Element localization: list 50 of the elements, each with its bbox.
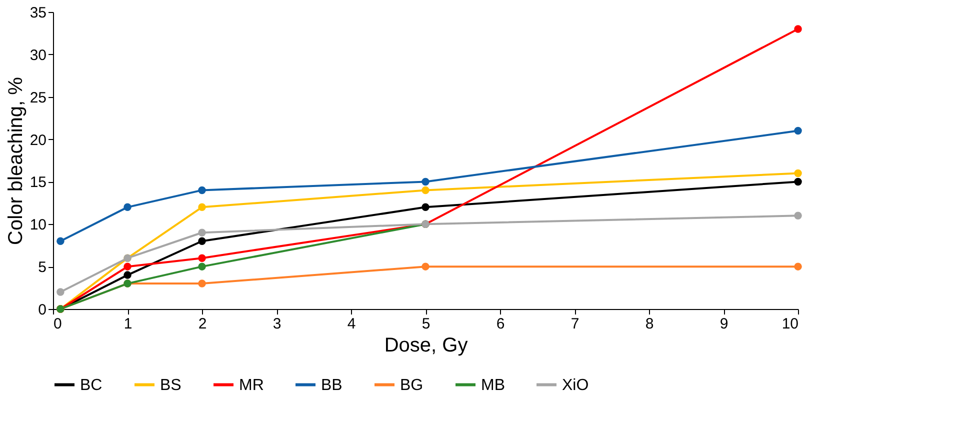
y-tick-label: 10 <box>30 216 46 234</box>
x-axis-title: Dose, Gy <box>384 334 468 356</box>
y-axis-title: Color bleaching, % <box>4 76 27 245</box>
point <box>198 186 206 194</box>
legend-label: BB <box>321 376 342 394</box>
point <box>124 262 132 270</box>
y-tick-label: 30 <box>30 46 46 64</box>
point <box>124 271 132 279</box>
point <box>56 288 64 296</box>
y-tick-label: 25 <box>30 89 46 106</box>
point <box>198 203 206 212</box>
y-tick-label: 5 <box>38 259 46 276</box>
point <box>124 203 132 212</box>
y-tick-label: 15 <box>30 174 46 192</box>
y-tick-label: 35 <box>30 4 46 22</box>
point <box>422 186 430 194</box>
x-tick-label: 1 <box>124 316 132 332</box>
point <box>794 262 802 270</box>
point <box>198 262 206 270</box>
y-tick-label: 0 <box>38 302 46 318</box>
point <box>422 203 430 212</box>
x-tick-label: 9 <box>720 316 728 332</box>
point <box>198 280 206 288</box>
point <box>198 228 206 236</box>
point <box>794 126 802 135</box>
x-tick-label: 6 <box>496 316 505 332</box>
x-tick-label: 3 <box>272 316 282 332</box>
x-tick-label: 2 <box>198 316 207 332</box>
point <box>794 25 802 33</box>
x-tick-label: 5 <box>422 316 430 332</box>
legend-label: XiO <box>562 376 589 394</box>
point <box>422 178 430 186</box>
point <box>56 237 64 245</box>
x-tick-label: 0 <box>54 316 62 332</box>
point <box>422 262 430 270</box>
point <box>198 254 206 262</box>
x-tick-label: 10 <box>782 316 798 332</box>
point <box>794 169 802 178</box>
legend-label: MB <box>481 376 505 394</box>
x-tick-label: 8 <box>645 316 654 332</box>
legend-label: BC <box>80 376 102 394</box>
point <box>794 178 802 186</box>
legend-label: BS <box>160 376 182 394</box>
legend-label: MR <box>239 376 264 394</box>
legend-label: BG <box>400 376 424 394</box>
point <box>198 237 206 245</box>
x-tick-label: 7 <box>570 316 580 332</box>
x-tick-label: 4 <box>347 316 356 332</box>
point <box>794 212 802 220</box>
y-tick-label: 20 <box>30 132 46 149</box>
